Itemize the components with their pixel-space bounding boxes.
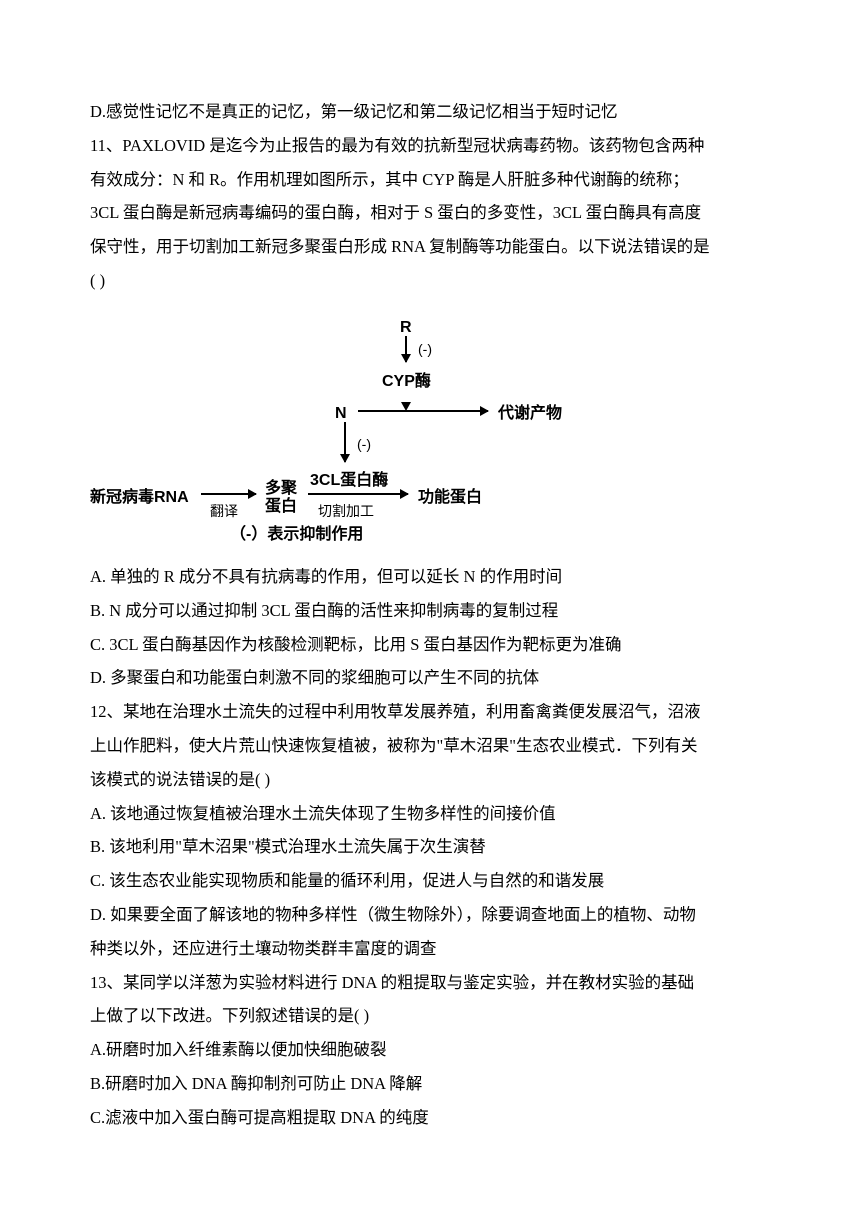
q12-option-d2: 种类以外，还应进行土壤动物类群丰富度的调查 [90,932,770,966]
minus-r: (-) [418,335,432,364]
q12-line1: 12、某地在治理水土流失的过程中利用牧草发展养殖，利用畜禽粪便发展沼气，沼液 [90,695,770,729]
q11-line2: 有效成分：N 和 R。作用机理如图所示，其中 CYP 酶是人肝脏多种代谢酶的统称… [90,163,770,197]
q13-line2: 上做了以下改进。下列叙述错误的是( ) [90,999,770,1033]
option-d-q10: D.感觉性记忆不是真正的记忆，第一级记忆和第二级记忆相当于短时记忆 [90,95,770,129]
minus-n: (-) [357,430,371,459]
q12-option-d1: D. 如果要全面了解该地的物种多样性（微生物除外），除要调查地面上的植物、动物 [90,898,770,932]
q11-line5: ( ) [90,264,770,298]
mechanism-diagram: R (-) CYP酶 N 代谢产物 (-) 3CL蛋白酶 新冠病毒RNA 翻译 … [90,312,610,542]
q13-line1: 13、某同学以洋葱为实验材料进行 DNA 的粗提取与鉴定实验，并在教材实验的基础 [90,966,770,1000]
q12-line2: 上山作肥料，使大片荒山快速恢复植被，被称为"草木沼果"生态农业模式．下列有关 [90,729,770,763]
arrow-r-down [405,336,407,362]
q11-option-c: C. 3CL 蛋白酶基因作为核酸检测靶标，比用 S 蛋白基因作为靶标更为准确 [90,628,770,662]
arrow-poly-right [308,493,408,495]
q11-option-a: A. 单独的 R 成分不具有抗病毒的作用，但可以延长 N 的作用时间 [90,560,770,594]
q13-option-b: B.研磨时加入 DNA 酶抑制剂可防止 DNA 降解 [90,1067,770,1101]
arrow-rna-right [201,493,256,495]
q11-line1: 11、PAXLOVID 是迄今为止报告的最为有效的抗新型冠状病毒药物。该药物包含… [90,129,770,163]
q13-option-a: A.研磨时加入纤维素酶以便加快细胞破裂 [90,1033,770,1067]
q12-option-b: B. 该地利用"草木沼果"模式治理水土流失属于次生演替 [90,830,770,864]
q11-line4: 保守性，用于切割加工新冠多聚蛋白形成 RNA 复制酶等功能蛋白。以下说法错误的是 [90,230,770,264]
inhibit-note: （-）表示抑制作用 [230,519,363,552]
q12-line3: 该模式的说法错误的是( ) [90,763,770,797]
arrow-n-right [358,410,488,412]
q13-option-c: C.滤液中加入蛋白酶可提高粗提取 DNA 的纯度 [90,1101,770,1135]
q11-line3: 3CL 蛋白酶是新冠病毒编码的蛋白酶，相对于 S 蛋白的多变性，3CL 蛋白酶具… [90,196,770,230]
node-metabolite: 代谢产物 [498,398,562,431]
cyp-line [405,387,407,410]
arrow-n-down [344,422,346,462]
q11-option-d: D. 多聚蛋白和功能蛋白刺激不同的浆细胞可以产生不同的抗体 [90,661,770,695]
node-rna: 新冠病毒RNA [90,482,189,515]
q12-option-c: C. 该生态农业能实现物质和能量的循环利用，促进人与自然的和谐发展 [90,864,770,898]
node-func: 功能蛋白 [418,482,482,515]
q12-option-a: A. 该地通过恢复植被治理水土流失体现了生物多样性的间接价值 [90,797,770,831]
q11-option-b: B. N 成分可以通过抑制 3CL 蛋白酶的活性来抑制病毒的复制过程 [90,594,770,628]
